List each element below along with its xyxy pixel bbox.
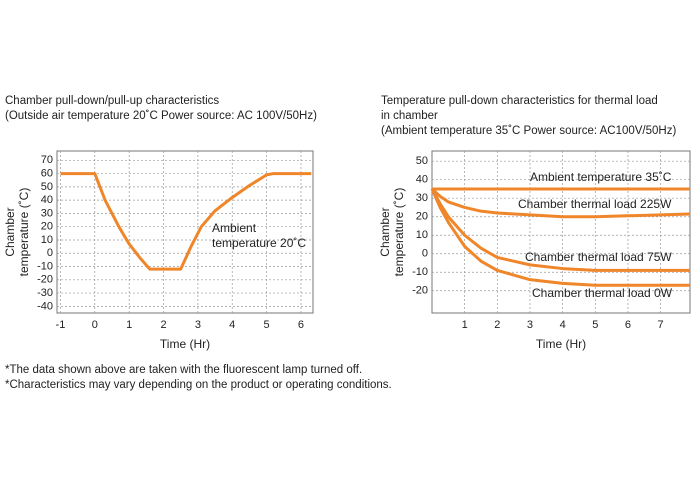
x-axis-label: Time (Hr) bbox=[536, 337, 586, 351]
x-tick-label: 2 bbox=[494, 319, 500, 331]
chart-title: in chamber bbox=[381, 110, 438, 122]
chart-title: Temperature pull-down characteristics fo… bbox=[381, 95, 658, 107]
plot-area bbox=[56, 150, 314, 314]
y-tick-label: 10 bbox=[41, 234, 53, 246]
y-tick-label: 30 bbox=[416, 192, 428, 204]
data-line bbox=[430, 188, 690, 287]
y-tick-label: -10 bbox=[412, 266, 428, 278]
y-tick-label: -40 bbox=[37, 300, 53, 312]
y-tick-label: 40 bbox=[416, 174, 428, 186]
x-tick-label: 4 bbox=[229, 319, 235, 331]
y-tick-label: -20 bbox=[37, 274, 53, 286]
data-line bbox=[430, 188, 690, 272]
x-tick-label: 1 bbox=[462, 319, 468, 331]
y-axis-label: Chamber bbox=[378, 207, 392, 256]
y-tick-label: 0 bbox=[47, 247, 53, 259]
y-tick-label: 20 bbox=[41, 221, 53, 233]
x-tick-label: 3 bbox=[527, 319, 533, 331]
y-tick-label: 50 bbox=[41, 181, 53, 193]
y-axis-label: Chamber bbox=[3, 207, 17, 256]
x-tick-label: 0 bbox=[92, 319, 98, 331]
chart-title: Chamber pull-down/pull-up characteristic… bbox=[5, 95, 219, 107]
series-label: Chamber thermal load 75W bbox=[525, 250, 672, 264]
x-tick-label: 6 bbox=[298, 319, 304, 331]
y-tick-label: 60 bbox=[41, 167, 53, 179]
annotation: temperature 20˚C bbox=[212, 236, 306, 250]
series-label: Chamber thermal load 225W bbox=[518, 197, 672, 211]
y-tick-label: 70 bbox=[41, 154, 53, 166]
y-axis-label: temperature (˚C) bbox=[392, 188, 406, 277]
series-label: Ambient temperature 35˚C bbox=[530, 170, 672, 184]
chart-subtitle: (Outside air temperature 20˚C Power sour… bbox=[5, 110, 317, 122]
x-tick-label: 5 bbox=[592, 319, 598, 331]
note: *Characteristics may vary depending on t… bbox=[5, 379, 392, 391]
x-axis-label: Time (Hr) bbox=[160, 337, 210, 351]
y-tick-label: 50 bbox=[416, 155, 428, 167]
x-tick-label: 5 bbox=[264, 319, 270, 331]
y-tick-label: -20 bbox=[412, 285, 428, 297]
y-tick-label: 0 bbox=[422, 248, 428, 260]
y-tick-label: 20 bbox=[416, 211, 428, 223]
x-tick-label: 1 bbox=[126, 319, 132, 331]
x-tick-label: 3 bbox=[195, 319, 201, 331]
data-line bbox=[60, 172, 312, 271]
y-tick-label: 10 bbox=[416, 229, 428, 241]
x-tick-label: 7 bbox=[658, 319, 664, 331]
chart-subtitle: (Ambient temperature 35˚C Power source: … bbox=[381, 125, 676, 137]
data-line bbox=[430, 187, 691, 219]
y-axis-label: temperature (˚C) bbox=[17, 188, 31, 277]
x-tick-label: 4 bbox=[560, 319, 566, 331]
x-tick-label: 2 bbox=[160, 319, 166, 331]
x-tick-label: -1 bbox=[56, 319, 66, 331]
annotation: Ambient bbox=[212, 221, 257, 235]
y-tick-label: -30 bbox=[37, 287, 53, 299]
y-tick-label: -10 bbox=[37, 260, 53, 272]
series-label: Chamber thermal load 0W bbox=[532, 286, 673, 300]
x-tick-label: 6 bbox=[625, 319, 631, 331]
y-tick-label: 30 bbox=[41, 207, 53, 219]
y-tick-label: 40 bbox=[41, 194, 53, 206]
note: *The data shown above are taken with the… bbox=[5, 364, 362, 376]
